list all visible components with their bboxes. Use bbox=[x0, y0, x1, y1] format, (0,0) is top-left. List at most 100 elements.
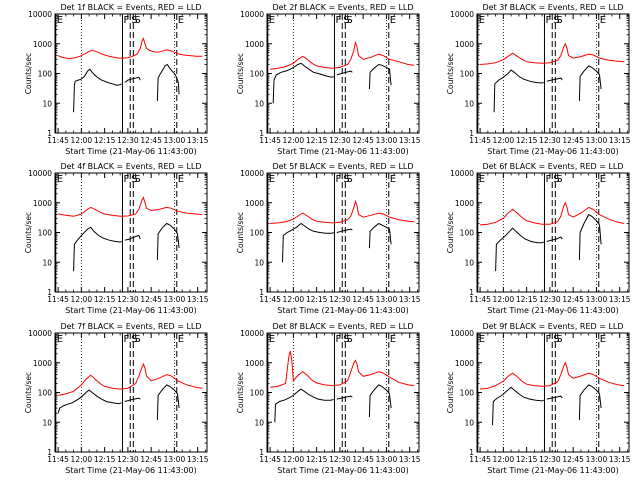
flag-label: E bbox=[600, 334, 606, 345]
x-tick-label: 13:00 bbox=[586, 455, 608, 464]
events-series-line bbox=[493, 69, 544, 113]
x-tick-label: 11:45 bbox=[47, 136, 69, 145]
flag-label: F bbox=[545, 15, 551, 26]
flag-label: S bbox=[131, 15, 137, 26]
flag-label: E bbox=[57, 334, 63, 345]
x-tick-label: 12:45 bbox=[562, 136, 584, 145]
lld-series-line bbox=[270, 40, 415, 70]
y-axis-label: Counts/sec bbox=[24, 53, 33, 94]
y-tick-label: 1 bbox=[259, 129, 264, 138]
x-tick-label: 12:30 bbox=[117, 136, 139, 145]
flag-label: E bbox=[269, 334, 275, 345]
y-tick-label: 10 bbox=[464, 258, 474, 267]
x-tick-label: 12:15 bbox=[516, 455, 538, 464]
y-tick-label: 10 bbox=[254, 99, 264, 108]
panel-title: Det 1f BLACK = Events, RED = LLD bbox=[60, 3, 201, 12]
x-axis-label: Start Time (21-May-06 11:43:00) bbox=[65, 466, 196, 475]
flag-label: F bbox=[335, 334, 341, 345]
events-series-line bbox=[274, 388, 334, 423]
y-tick-label: 10 bbox=[42, 258, 52, 267]
x-tick-label: 12:00 bbox=[283, 295, 305, 304]
x-tick-label: 12:30 bbox=[329, 136, 351, 145]
events-series-line bbox=[578, 384, 602, 420]
x-tick-label: 12:00 bbox=[493, 455, 515, 464]
y-tick-label: 10000 bbox=[28, 329, 52, 338]
y-tick-label: 1000 bbox=[245, 40, 264, 49]
events-series-line bbox=[336, 70, 353, 76]
flag-label: E bbox=[390, 15, 396, 26]
flag-label: E bbox=[390, 334, 396, 345]
y-tick-label: 1000 bbox=[455, 199, 474, 208]
flag-label: E bbox=[178, 334, 184, 345]
events-series-line bbox=[336, 395, 353, 400]
y-axis-label: Counts/sec bbox=[236, 53, 245, 94]
events-series-line bbox=[578, 65, 602, 101]
x-tick-label: 12:30 bbox=[329, 295, 351, 304]
flag-label: S bbox=[343, 334, 349, 345]
y-tick-label: 10 bbox=[254, 258, 264, 267]
flag-label: E bbox=[57, 174, 63, 185]
x-axis-label: Start Time (21-May-06 11:43:00) bbox=[487, 147, 618, 156]
panel-title: Det 7f BLACK = Events, RED = LLD bbox=[60, 322, 201, 331]
x-tick-label: 13:00 bbox=[586, 295, 608, 304]
lld-series-line bbox=[58, 196, 203, 217]
y-tick-label: 10000 bbox=[240, 329, 264, 338]
y-tick-label: 10 bbox=[464, 99, 474, 108]
x-tick-label: 11:45 bbox=[469, 136, 491, 145]
y-tick-label: 1 bbox=[47, 448, 52, 457]
x-tick-label: 13:00 bbox=[164, 455, 186, 464]
x-tick-label: 12:15 bbox=[306, 455, 328, 464]
x-tick-label: 12:15 bbox=[94, 295, 116, 304]
y-tick-label: 10000 bbox=[450, 329, 474, 338]
flag-label: F bbox=[123, 334, 129, 345]
y-tick-label: 10 bbox=[464, 418, 474, 427]
lld-series-line bbox=[57, 37, 203, 60]
y-axis-label: Counts/sec bbox=[446, 372, 455, 413]
x-tick-label: 12:15 bbox=[516, 136, 538, 145]
x-tick-label: 12:45 bbox=[352, 136, 374, 145]
y-tick-label: 100 bbox=[250, 229, 265, 238]
flag-label: S bbox=[556, 15, 562, 26]
x-tick-label: 12:15 bbox=[516, 295, 538, 304]
x-tick-label: 13:15 bbox=[609, 136, 631, 145]
y-tick-label: 1000 bbox=[455, 359, 474, 368]
x-tick-label: 12:30 bbox=[117, 455, 139, 464]
flag-label: S bbox=[553, 15, 559, 26]
events-series-line bbox=[368, 63, 392, 90]
x-tick-label: 13:00 bbox=[376, 136, 398, 145]
events-series-line bbox=[124, 234, 141, 241]
y-axis-label: Counts/sec bbox=[446, 53, 455, 94]
events-series-line bbox=[282, 222, 334, 263]
y-tick-label: 100 bbox=[460, 229, 475, 238]
y-axis-label: Counts/sec bbox=[236, 372, 245, 413]
events-series-line bbox=[492, 386, 544, 426]
y-tick-label: 10 bbox=[254, 418, 264, 427]
flag-label: E bbox=[178, 174, 184, 185]
flag-label: E bbox=[479, 334, 485, 345]
events-series-line bbox=[546, 77, 563, 82]
events-series-line bbox=[495, 227, 544, 272]
y-tick-label: 1 bbox=[469, 129, 474, 138]
y-tick-label: 1 bbox=[469, 288, 474, 297]
y-tick-label: 1 bbox=[259, 288, 264, 297]
flag-label: S bbox=[134, 15, 140, 26]
flag-label: E bbox=[600, 15, 606, 26]
x-tick-label: 11:45 bbox=[259, 455, 281, 464]
y-tick-label: 1 bbox=[47, 288, 52, 297]
x-axis-label: Start Time (21-May-06 11:43:00) bbox=[65, 306, 196, 315]
events-series-line bbox=[73, 68, 122, 113]
x-tick-label: 11:45 bbox=[47, 295, 69, 304]
x-tick-label: 12:15 bbox=[94, 455, 116, 464]
x-tick-label: 13:15 bbox=[187, 136, 209, 145]
events-series-line bbox=[73, 226, 122, 272]
flag-label: S bbox=[556, 174, 562, 185]
x-tick-label: 12:45 bbox=[140, 295, 162, 304]
lld-series-line bbox=[270, 350, 415, 388]
